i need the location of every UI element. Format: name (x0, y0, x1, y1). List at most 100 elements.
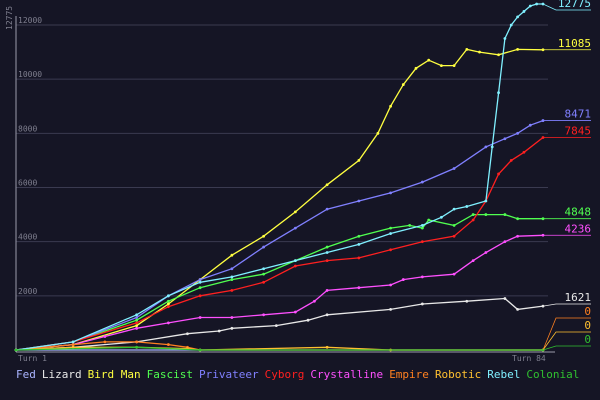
data-point-bird-man (230, 253, 234, 257)
data-point-cyborg (509, 159, 513, 162)
data-point-cyborg (198, 294, 202, 298)
data-point-rebel (420, 224, 424, 227)
data-point-cyborg (389, 248, 393, 252)
data-point-rebel (497, 91, 500, 95)
series-line-rebel (15, 3, 543, 351)
data-point-rebel (522, 10, 526, 13)
data-point-rebel (503, 37, 507, 40)
data-point-cyborg (135, 321, 139, 325)
data-point-privateer (198, 278, 202, 281)
end-label-colonial: 0 (584, 333, 591, 346)
data-point-rebel (465, 205, 469, 208)
data-point-bird-man (440, 64, 443, 68)
x-tick-end: Turn 84 (512, 354, 546, 363)
data-point-fascist (166, 299, 170, 303)
leader-line-robotic (542, 331, 591, 351)
data-point-cyborg (420, 240, 424, 244)
data-point-fascist (135, 318, 139, 322)
y-tick-label: 6000 (18, 178, 37, 187)
data-point-robotic (325, 345, 329, 349)
series-layer (14, 2, 545, 352)
data-point-fascist (452, 224, 456, 227)
data-point-rebel (490, 145, 494, 149)
data-point-fascist (427, 218, 431, 222)
series-line-fascist (15, 213, 543, 351)
y-axis-label: 12775 (5, 6, 14, 30)
data-point-bird-man (389, 104, 393, 108)
data-point-privateer (325, 207, 329, 211)
data-point-empire (135, 340, 139, 344)
leader-line-colonial (542, 345, 591, 351)
data-point-rebel (71, 340, 75, 344)
data-point-crystalline (452, 272, 456, 276)
data-point-cyborg (325, 259, 329, 263)
data-point-fascist (516, 217, 520, 221)
data-point-privateer (262, 245, 266, 249)
data-point-crystalline (135, 326, 139, 330)
data-point-crystalline (471, 259, 475, 263)
data-point-fascist (471, 213, 475, 216)
data-point-rebel (166, 294, 170, 298)
data-point-cyborg (293, 264, 297, 268)
y-tick-label: 10000 (18, 70, 42, 79)
data-point-privateer (135, 316, 139, 319)
legend-entry-bird-man: Bird Man (87, 368, 141, 381)
data-point-fascist (230, 278, 234, 281)
data-point-bird-man (357, 159, 361, 162)
data-point-bird-man (166, 302, 170, 306)
series-line-bird-man (15, 48, 544, 351)
data-point-cyborg (262, 280, 266, 284)
data-point-crystalline (262, 313, 266, 317)
data-point-rebel (528, 4, 532, 8)
data-point-lizard (217, 329, 221, 333)
series-line-colonial (15, 346, 543, 351)
legend-entry-crystalline: Crystalline (310, 368, 384, 381)
data-point-empire (166, 343, 170, 346)
data-point-cyborg (452, 234, 456, 238)
end-label-empire: 0 (584, 305, 591, 318)
x-tick-start: Turn 1 (18, 354, 47, 363)
data-point-fascist (389, 226, 393, 230)
data-point-empire (103, 340, 107, 344)
data-point-cyborg (497, 172, 500, 176)
data-point-bird-man (135, 324, 139, 328)
data-point-rebel (452, 207, 456, 211)
data-point-rebel (484, 199, 488, 203)
data-point-lizard (503, 297, 507, 300)
data-point-bird-man (427, 58, 431, 62)
data-point-rebel (262, 267, 266, 271)
leader-line-lizard (542, 303, 591, 307)
data-point-bird-man (478, 50, 481, 54)
data-point-crystalline (357, 286, 361, 290)
data-point-rebel (357, 242, 361, 246)
data-point-privateer (452, 167, 456, 170)
data-point-lizard (186, 332, 189, 336)
data-point-crystalline (198, 316, 202, 319)
series-line-cyborg (15, 136, 544, 351)
data-point-fascist (262, 272, 266, 276)
data-point-crystalline (420, 275, 424, 279)
data-point-fascist (357, 234, 361, 238)
leader-line-empire (542, 317, 591, 351)
data-point-cyborg (166, 305, 170, 309)
data-point-bird-man (262, 234, 266, 238)
data-point-fascist (325, 245, 329, 249)
data-point-privateer (357, 199, 361, 203)
series-line-privateer (15, 119, 544, 351)
legend-entry-robotic: Robotic (434, 368, 482, 381)
data-point-bird-man (497, 53, 500, 57)
legend-entry-cyborg: Cyborg (264, 368, 305, 381)
data-point-bird-man (401, 83, 405, 86)
y-tick-label: 8000 (18, 124, 37, 133)
data-point-cyborg (522, 150, 526, 154)
data-point-crystalline (401, 278, 405, 281)
data-point-colonial (14, 348, 18, 352)
legend-entry-rebel: Rebel (487, 368, 521, 381)
data-point-rebel (135, 313, 139, 317)
data-point-bird-man (452, 64, 456, 68)
data-point-bird-man (465, 47, 469, 51)
data-point-crystalline (516, 234, 520, 238)
data-point-privateer (230, 267, 234, 271)
data-point-crystalline (230, 316, 234, 319)
data-point-lizard (389, 307, 393, 311)
